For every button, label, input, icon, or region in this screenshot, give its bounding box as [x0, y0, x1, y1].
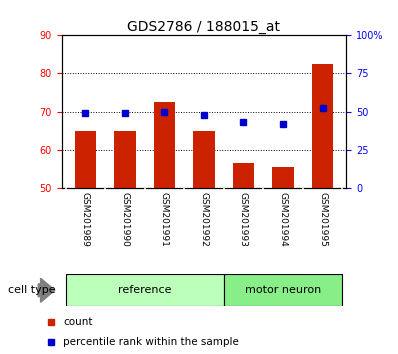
- Text: percentile rank within the sample: percentile rank within the sample: [63, 337, 239, 347]
- Text: GSM201992: GSM201992: [199, 192, 209, 247]
- Text: reference: reference: [118, 285, 172, 295]
- Bar: [193, 131, 215, 188]
- Bar: [154, 102, 176, 188]
- Title: GDS2786 / 188015_at: GDS2786 / 188015_at: [127, 21, 281, 34]
- Text: GSM201994: GSM201994: [279, 192, 287, 247]
- Bar: [272, 167, 294, 188]
- Bar: [312, 64, 334, 188]
- Text: GSM201995: GSM201995: [318, 192, 327, 247]
- Bar: [74, 131, 96, 188]
- Text: motor neuron: motor neuron: [245, 285, 321, 295]
- Text: count: count: [63, 318, 93, 327]
- Text: GSM201991: GSM201991: [160, 192, 169, 247]
- Bar: [66, 274, 224, 306]
- Text: GSM201993: GSM201993: [239, 192, 248, 247]
- Bar: [232, 163, 254, 188]
- Text: cell type: cell type: [8, 285, 56, 295]
- Text: GSM201989: GSM201989: [81, 192, 90, 247]
- Bar: [114, 131, 136, 188]
- Text: GSM201990: GSM201990: [121, 192, 129, 247]
- Bar: [224, 274, 342, 306]
- FancyArrow shape: [38, 278, 55, 302]
